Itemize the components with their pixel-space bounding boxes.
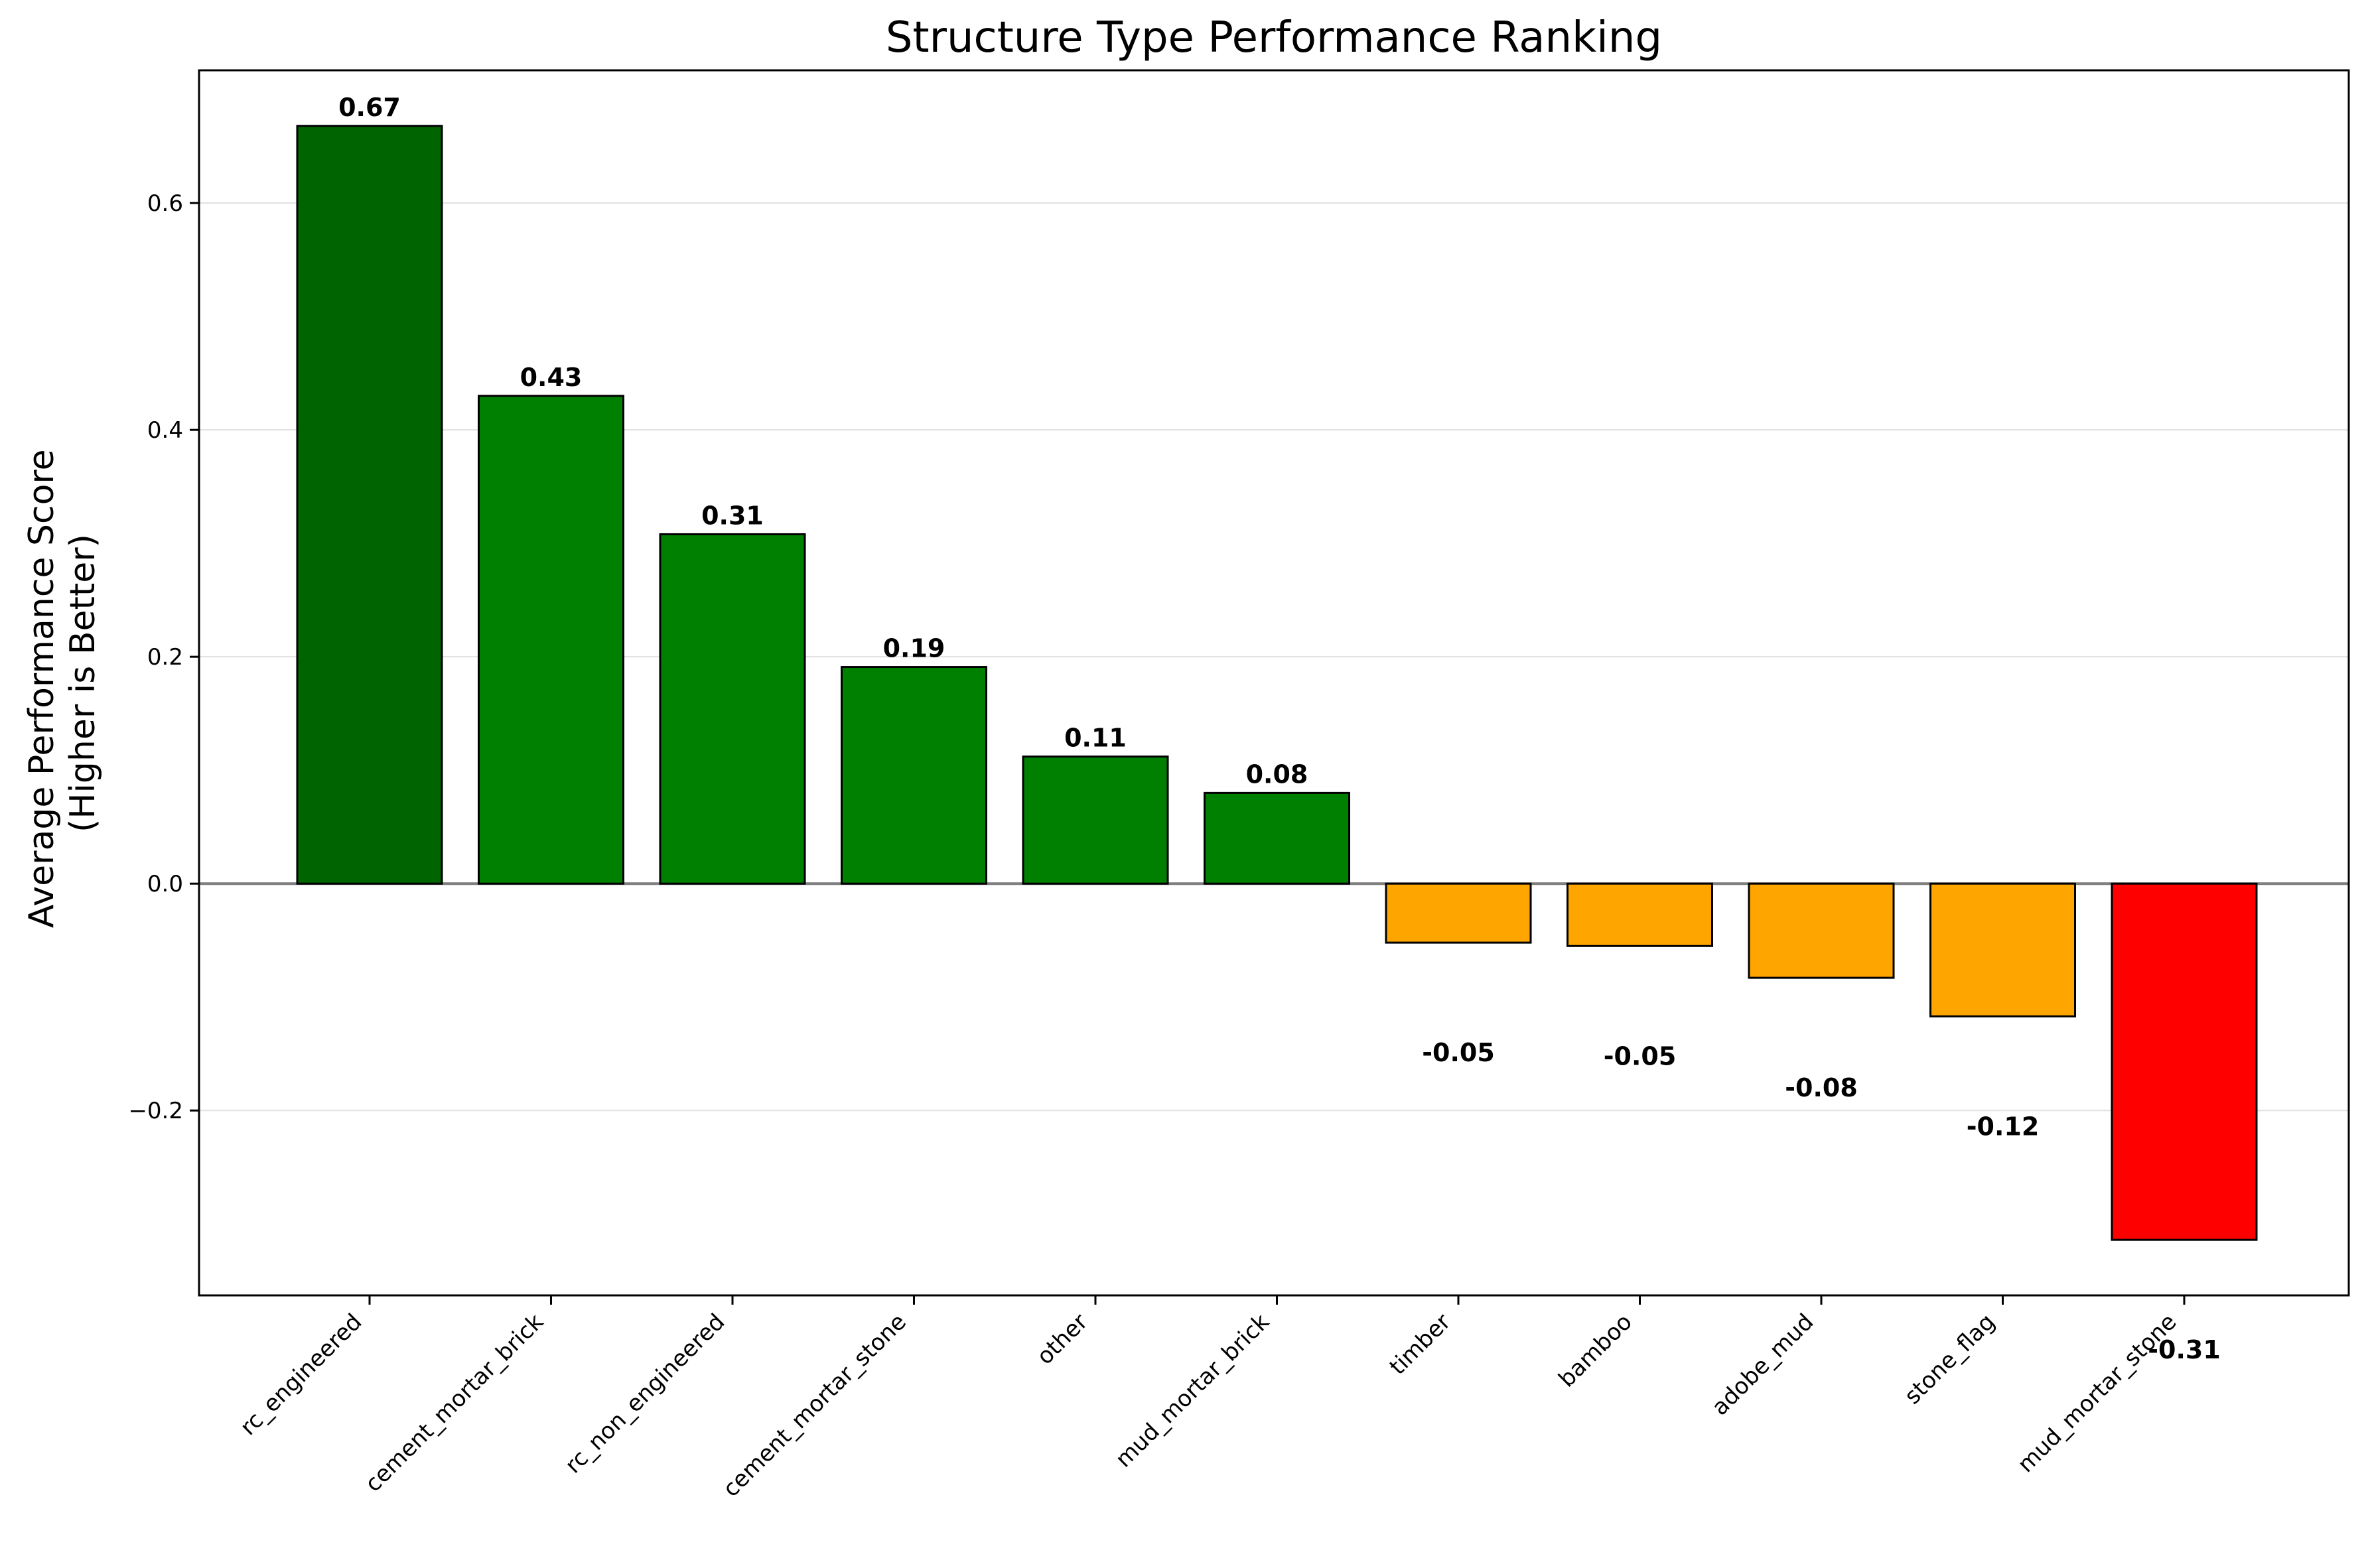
bar-bamboo [1567,882,1713,947]
bar-adobe_mud [1748,882,1895,979]
x-tick-label: cement_mortar_brick [360,1309,549,1497]
bar-rc_non_engineered [659,533,806,885]
y-tick-label: 0.4 [147,417,183,444]
value-label: 0.31 [701,501,764,530]
value-label: -0.05 [1422,1038,1495,1067]
value-label: 0.08 [1246,759,1308,789]
bar-cement_mortar_stone [841,666,987,885]
y-axis-label-line-2: (Higher is Better) [63,534,103,832]
x-tick-label: adobe_mud [1706,1309,1819,1421]
x-tick-label: other [1032,1309,1093,1370]
x-tick-label: mud_mortar_stone [2012,1309,2182,1478]
bar-stone_flag [1929,882,2076,1017]
x-tick-label: rc_non_engineered [560,1309,730,1478]
x-tick-label: cement_mortar_stone [718,1309,912,1502]
bar-mud_mortar_stone [2111,882,2258,1241]
bar-timber [1385,882,1532,944]
y-tick-label: 0.0 [147,871,183,897]
y-axis-ticks: −0.2 0.0 0.2 0.4 0.6 [128,190,199,1124]
value-label: 0.67 [338,93,401,122]
bar-mud_mortar_brick [1204,791,1350,885]
value-label: -0.12 [1967,1112,2040,1141]
bar-rc_engineered [296,125,443,885]
value-label: 0.19 [883,634,945,663]
value-label: 0.11 [1064,724,1127,753]
value-label: -0.05 [1604,1041,1677,1071]
y-axis-label-line-1: Average Performance Score [22,449,62,928]
y-tick-label: 0.2 [147,644,183,671]
x-tick-label: stone_flag [1900,1309,2000,1409]
y-axis-label: Average Performance Score (Higher is Bet… [22,438,103,928]
x-tick-label: rc_engineered [235,1309,367,1441]
chart-title: Structure Type Performance Ranking [886,13,1662,62]
x-tick-label: bamboo [1553,1309,1637,1392]
value-label: -0.08 [1785,1073,1858,1102]
y-tick-label: 0.6 [147,190,183,217]
bar-other [1022,755,1169,885]
bars [296,125,2258,1241]
value-label: 0.43 [520,363,583,392]
y-tick-label: −0.2 [128,1098,183,1124]
x-tick-label: mud_mortar_brick [1111,1309,1275,1472]
bar-cement_mortar_brick [478,395,624,885]
x-tick-label: timber [1385,1309,1456,1380]
value-label: -0.31 [2148,1335,2221,1364]
plot-area-frame [198,69,2350,1297]
value-labels: 0.67 0.43 0.31 0.19 0.11 0.08 -0.05 -0.05 -0.08 -… [338,93,2221,1364]
